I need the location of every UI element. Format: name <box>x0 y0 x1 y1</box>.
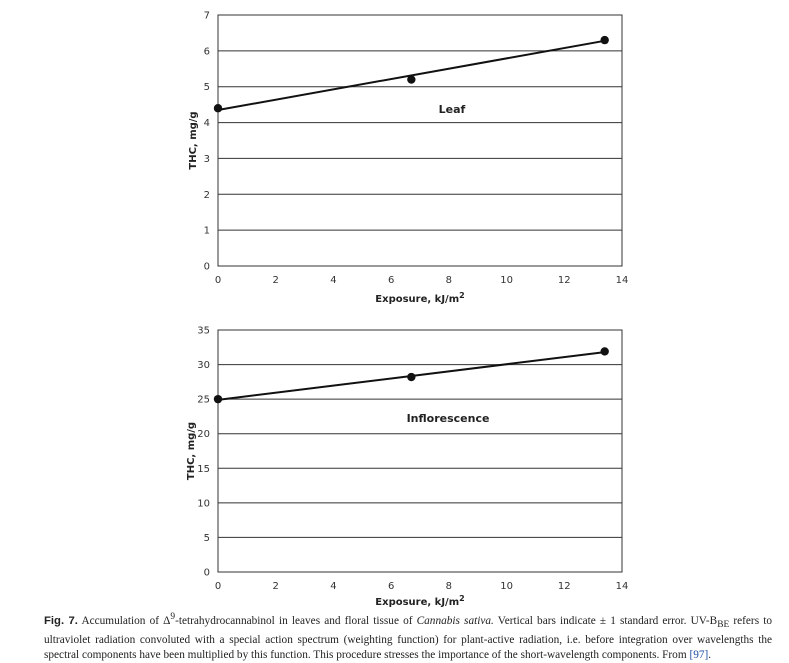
y-tick-label: 0 <box>204 262 210 273</box>
y-tick-label: 15 <box>197 464 210 475</box>
figure-caption: Fig. 7. Accumulation of Δ9-tetrahydrocan… <box>44 610 772 663</box>
y-tick-label: 1 <box>204 226 210 237</box>
data-point <box>213 394 223 404</box>
x-tick-label: 0 <box>215 275 221 286</box>
caption-species: Cannabis sativa. <box>416 614 494 627</box>
x-tick-label: 2 <box>273 581 279 592</box>
panel-label: Leaf <box>439 103 466 116</box>
y-tick-label: 0 <box>204 568 210 579</box>
plot-frame <box>217 14 623 267</box>
data-point <box>407 75 416 84</box>
y-axis-label: THC, mg/g <box>188 111 199 169</box>
data-point <box>407 372 416 382</box>
x-tick-label: 10 <box>500 275 513 286</box>
data-point <box>600 35 609 45</box>
y-tick-label: 4 <box>204 118 210 129</box>
x-tick-label: 4 <box>330 581 336 592</box>
x-tick-label: 0 <box>215 581 221 592</box>
y-tick-label: 3 <box>204 154 210 165</box>
x-tick-label: 10 <box>500 581 513 592</box>
y-tick-label: 20 <box>197 429 210 440</box>
caption-text-5: . <box>708 649 712 662</box>
caption-text-3: Vertical bars indicate ± 1 standard erro… <box>493 614 718 627</box>
y-tick-label: 10 <box>197 498 210 509</box>
caption-text-4: refers to ultraviolet radiation convolut… <box>44 614 772 662</box>
x-tick-label: 4 <box>330 275 336 286</box>
x-tick-label: 8 <box>446 581 452 592</box>
caption-text-2: -tetrahydrocannabinol in leaves and flor… <box>175 614 417 627</box>
caption-reference-link[interactable]: [97] <box>689 649 709 662</box>
y-tick-label: 5 <box>204 82 210 93</box>
inflorescence-chart: 0 5 10 15 20 25 30 35 0 2 4 6 8 10 12 14 Inflorescence Ex… <box>186 326 628 609</box>
y-tick-label: 6 <box>204 46 210 57</box>
x-tick-label: 2 <box>273 275 279 286</box>
y-tick-label: 7 <box>204 11 210 22</box>
y-tick-label: 25 <box>197 395 210 406</box>
y-tick-label: 35 <box>197 326 210 337</box>
y-axis-label: THC, mg/g <box>186 422 197 480</box>
y-tick-label: 30 <box>197 360 210 371</box>
caption-superscript: 9 <box>170 612 176 622</box>
x-axis-label: Exposure, kJ/m2 <box>375 291 464 305</box>
x-tick-label: 14 <box>616 581 629 592</box>
x-tick-label: 6 <box>388 581 394 592</box>
data-point <box>600 347 609 356</box>
x-axis-label: Exposure, kJ/m2 <box>375 594 464 608</box>
y-tick-label: 5 <box>204 533 210 544</box>
caption-label: Fig. 7. <box>44 614 78 627</box>
y-tick-label: 2 <box>204 190 210 201</box>
panel-label: Inflorescence <box>407 412 490 425</box>
x-tick-label: 14 <box>616 275 629 286</box>
x-tick-label: 12 <box>558 275 571 286</box>
data-point <box>213 104 223 113</box>
x-tick-label: 6 <box>388 275 394 286</box>
caption-text-1: Accumulation of Δ <box>77 614 171 627</box>
x-tick-label: 8 <box>446 275 452 286</box>
x-tick-label: 12 <box>558 581 571 592</box>
caption-subscript: BE <box>717 620 730 631</box>
plot-frame <box>217 329 623 573</box>
